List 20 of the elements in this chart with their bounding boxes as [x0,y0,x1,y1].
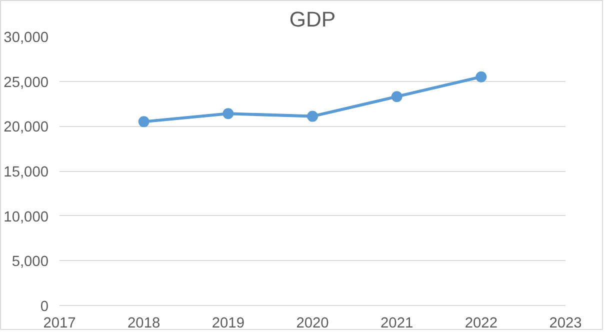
y-tick-label: 10,000 [4,209,48,226]
x-tick-label: 2017 [43,316,76,332]
x-tick-label: 2022 [464,316,498,332]
y-tick-label: 0 [40,299,49,315]
x-tick-label: 2020 [296,316,329,332]
x-tick-label: 2023 [549,316,582,332]
y-tick-label: 15,000 [4,164,48,180]
y-tick-label: 5,000 [12,254,49,270]
x-tick-label: 2019 [212,316,244,332]
x-tick-label: 2021 [380,316,414,332]
point [476,71,487,82]
y-tick-label: 20,000 [4,120,48,136]
point [138,116,150,128]
point [391,91,402,102]
y-tick-label: 25,000 [4,74,48,91]
x-tick-label: 2018 [128,316,160,332]
chart-title: GDP [289,8,336,32]
point [222,108,234,120]
point [307,110,318,122]
y-tick-label: 30,000 [4,30,48,46]
